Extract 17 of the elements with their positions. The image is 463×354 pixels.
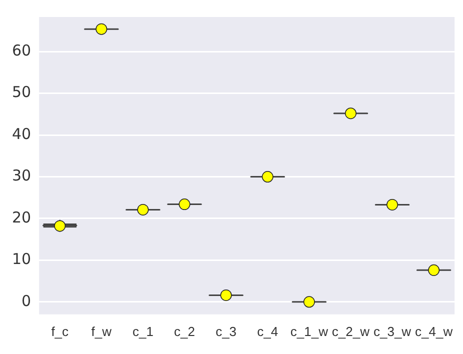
- y-tick-label: 40: [12, 124, 32, 143]
- y-tick-label: 30: [12, 166, 32, 185]
- y-tick-label: 10: [12, 250, 32, 268]
- x-tick-label: c_4: [257, 324, 278, 339]
- x-tick-label: f_w: [91, 324, 112, 339]
- x-tick-label: c_4_w: [415, 324, 454, 339]
- y-tick-label: 0: [22, 292, 32, 310]
- x-tick-label: c_2_w: [332, 324, 370, 339]
- y-tick-label: 20: [12, 208, 32, 226]
- x-tick-label: c_2: [174, 324, 195, 339]
- x-tick-label: c_3: [216, 324, 237, 339]
- x-tick-label: c_1: [132, 324, 154, 339]
- y-tick-label: 50: [12, 83, 32, 102]
- y-tick-label: 60: [12, 42, 32, 60]
- x-tick-label: c_1_w: [290, 324, 329, 339]
- x-tick-label: f_c: [51, 324, 70, 339]
- x-tick-label: c_3_w: [373, 324, 412, 339]
